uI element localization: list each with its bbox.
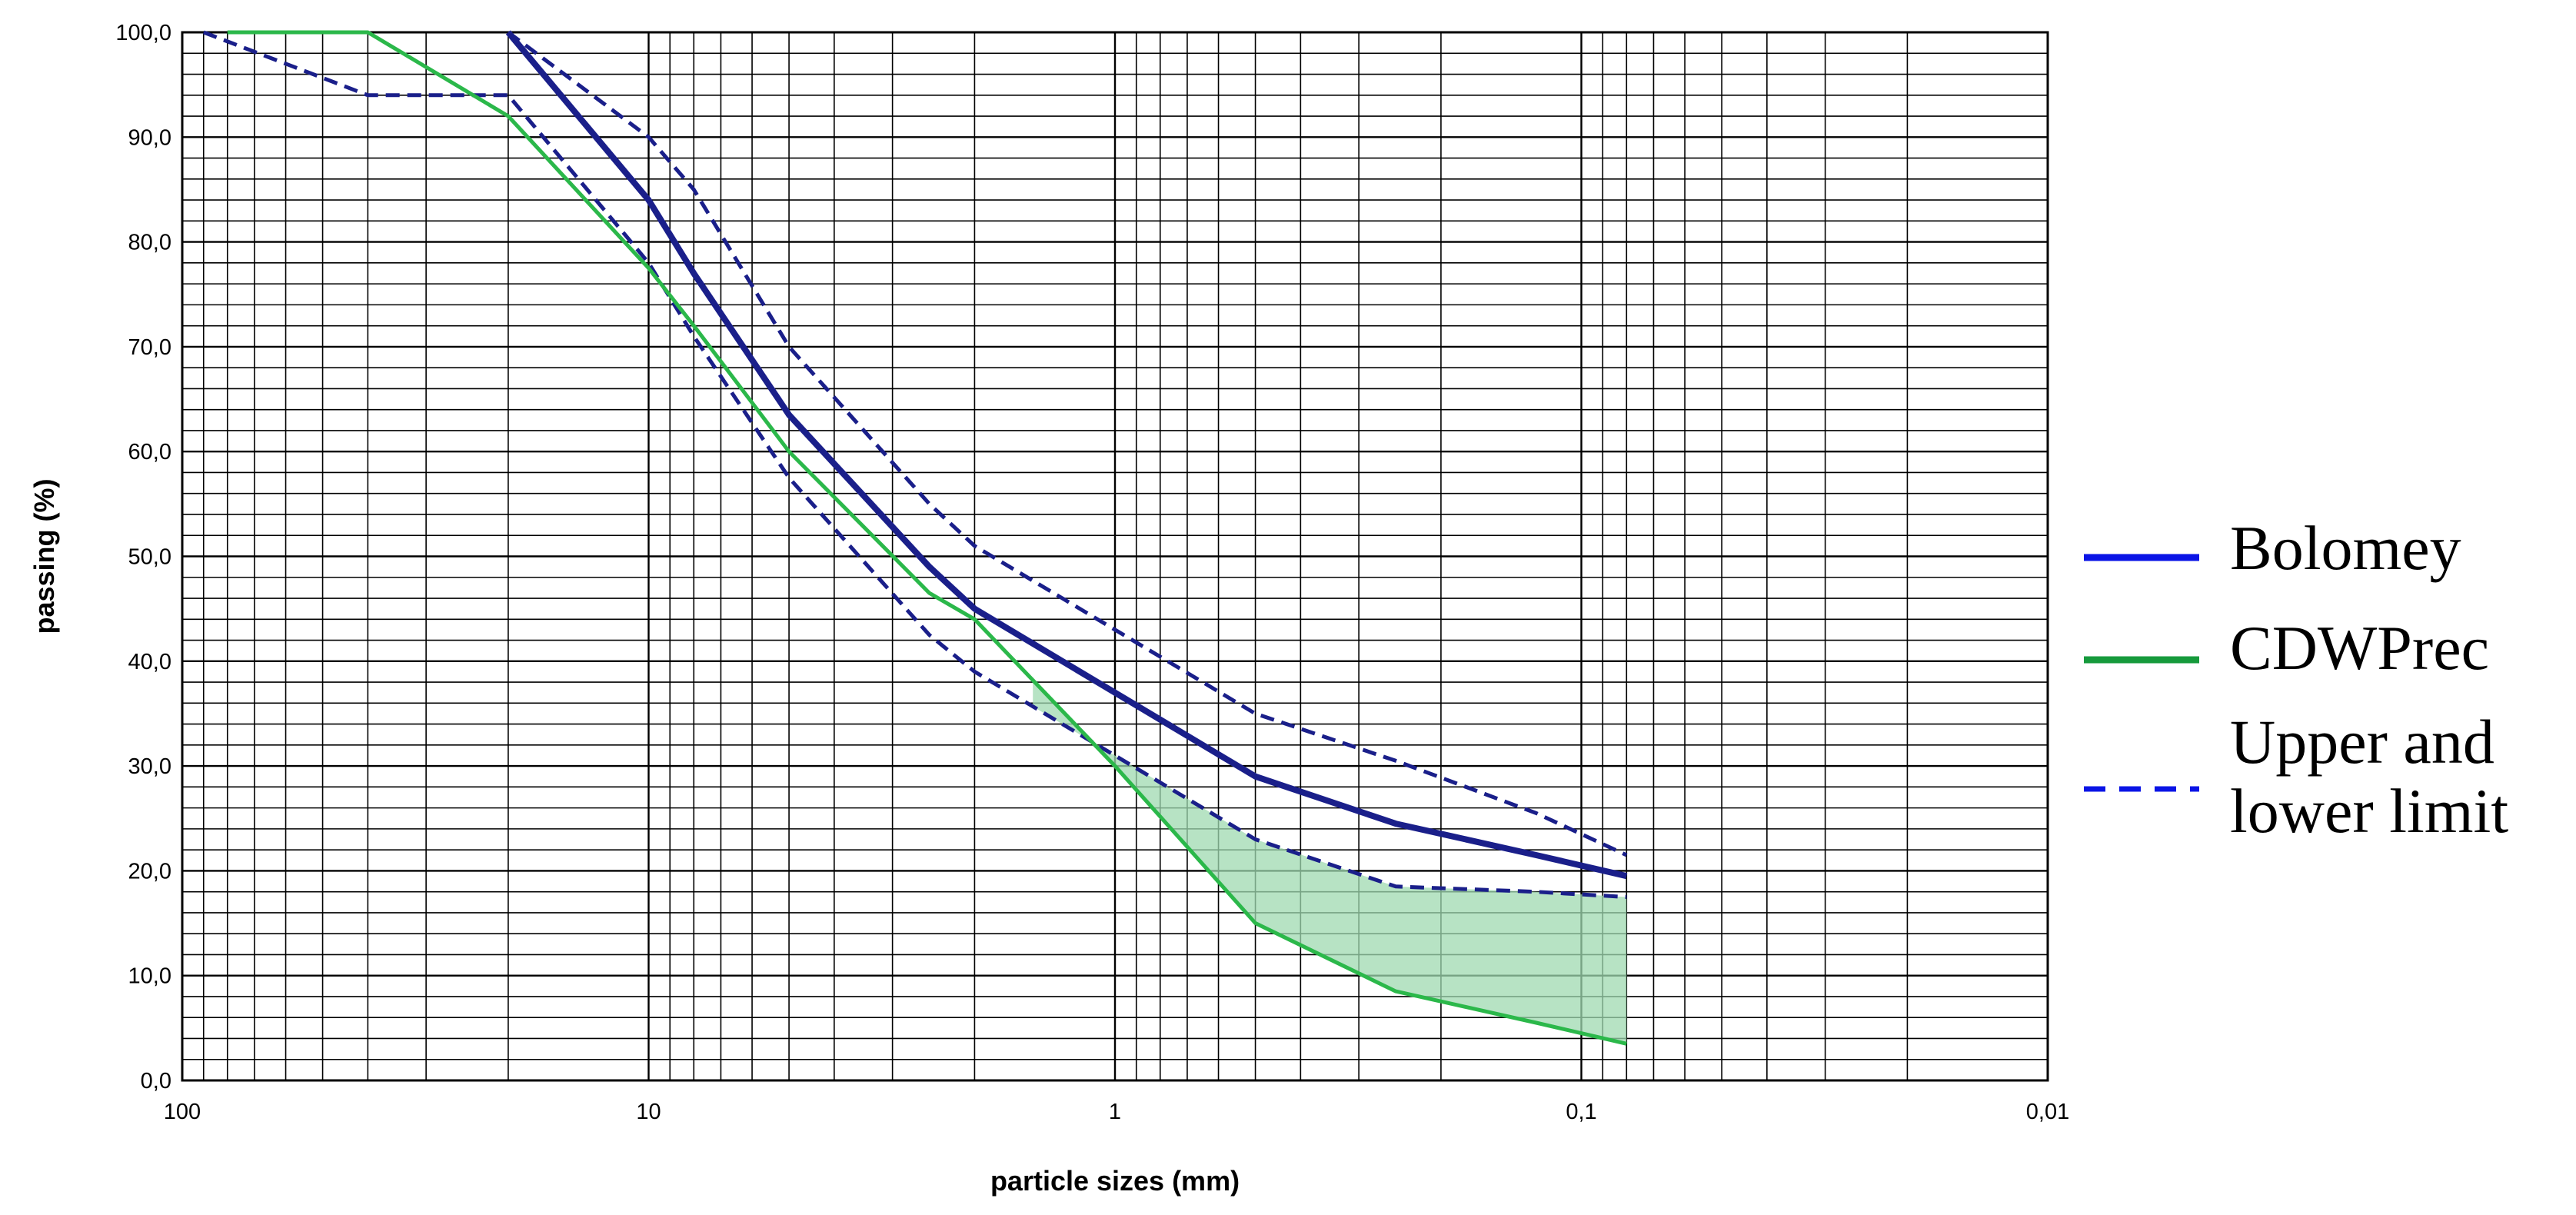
series-line-lower-limit bbox=[202, 30, 1627, 899]
y-tick-label: 80,0 bbox=[128, 231, 171, 255]
legend-swatch-bolomey bbox=[2084, 554, 2199, 561]
legend-label-limits-line2: lower limit bbox=[2230, 776, 2509, 846]
x-tick-label: 1 bbox=[1109, 1100, 1121, 1124]
legend-swatch-limits bbox=[2084, 786, 2199, 792]
y-tick-label: 10,0 bbox=[128, 964, 171, 989]
y-tick-label: 40,0 bbox=[128, 650, 171, 674]
x-tick-label: 10 bbox=[636, 1100, 661, 1124]
y-tick-label: 20,0 bbox=[128, 859, 171, 884]
legend-swatch-cdwprec bbox=[2084, 656, 2199, 664]
tick-label-layer: 0,010,020,030,040,050,060,070,080,090,01… bbox=[115, 21, 2069, 1124]
y-tick-label: 60,0 bbox=[128, 440, 171, 464]
legend-item-cdwprec: CDWPrec bbox=[2076, 608, 2568, 707]
series-line-bolomey bbox=[505, 30, 1628, 880]
shaded-region-layer bbox=[1033, 680, 1627, 1044]
series-line-upper-limit bbox=[507, 30, 1628, 857]
legend-item-limits: Upper and lower limit bbox=[2076, 707, 2568, 861]
x-tick-label: 0,1 bbox=[1566, 1100, 1596, 1124]
y-tick-label: 70,0 bbox=[128, 335, 171, 360]
legend-item-bolomey: Bolomey bbox=[2076, 508, 2568, 608]
plot-border bbox=[181, 31, 2049, 1082]
x-tick-label: 100 bbox=[164, 1100, 201, 1124]
y-tick-label: 100,0 bbox=[115, 21, 171, 45]
y-axis-title: passing (%) bbox=[28, 478, 60, 634]
chart-grid bbox=[181, 31, 2049, 1082]
y-tick-label: 90,0 bbox=[128, 125, 171, 150]
shaded-region bbox=[1033, 680, 1627, 1044]
chart-legend: Bolomey CDWPrec Upper and lower limit bbox=[2076, 508, 2568, 861]
x-axis-title: particle sizes (mm) bbox=[990, 1165, 1240, 1197]
y-tick-label: 50,0 bbox=[128, 545, 171, 570]
legend-label-bolomey: Bolomey bbox=[2230, 513, 2461, 583]
series-layer bbox=[202, 30, 1628, 1046]
x-tick-label: 0,01 bbox=[2026, 1100, 2069, 1124]
legend-label-cdwprec: CDWPrec bbox=[2230, 613, 2490, 683]
series-line-cdwprec bbox=[227, 30, 1627, 1046]
y-tick-label: 30,0 bbox=[128, 754, 171, 779]
y-tick-label: 0,0 bbox=[141, 1069, 171, 1094]
legend-label-limits-line1: Upper and bbox=[2230, 707, 2494, 777]
